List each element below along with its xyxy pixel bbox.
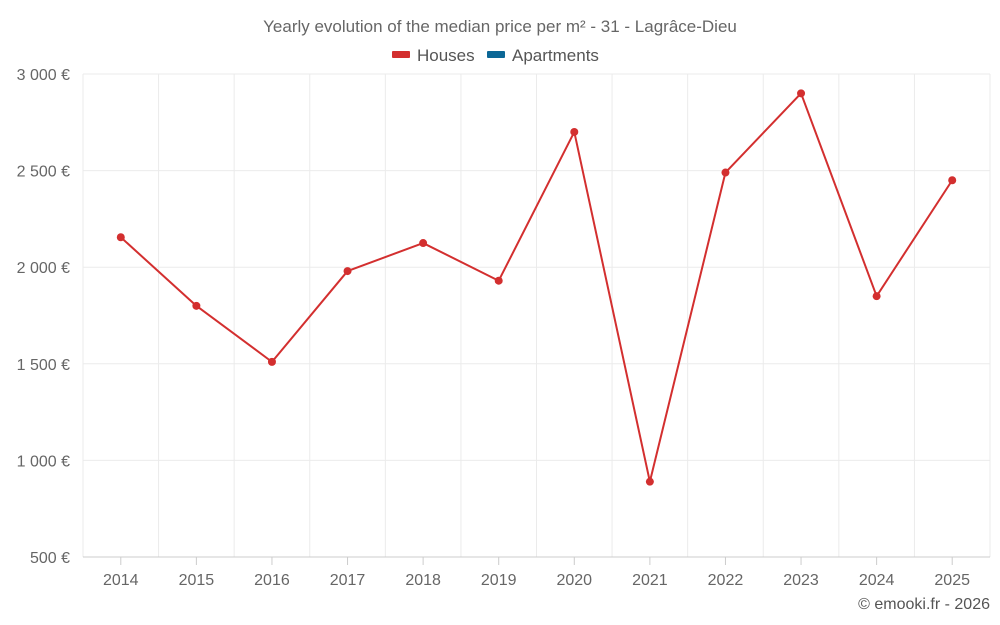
- data-point-houses[interactable]: [721, 168, 730, 177]
- legend-label-apartments: Apartments: [512, 46, 599, 65]
- series-line-houses: [120, 92, 954, 483]
- x-tick-label: 2015: [179, 572, 215, 589]
- x-tick-label: 2019: [481, 572, 517, 589]
- data-point-houses[interactable]: [192, 301, 201, 310]
- legend-swatch-houses: [392, 51, 410, 58]
- x-tick-label: 2018: [405, 572, 441, 589]
- y-tick-label: 2 000 €: [17, 260, 70, 277]
- chart-title: Yearly evolution of the median price per…: [263, 17, 737, 36]
- data-point-houses[interactable]: [419, 239, 428, 248]
- data-point-houses[interactable]: [872, 292, 881, 301]
- plot-area: [116, 89, 957, 486]
- x-tick-label: 2014: [103, 572, 139, 589]
- data-point-houses[interactable]: [116, 233, 125, 242]
- x-axis: 2014 2015 2016 2017 2018 2019 2020 2021 2022 2023…: [83, 556, 990, 589]
- legend-item-houses[interactable]: Houses: [392, 46, 475, 65]
- y-tick-label: 1 000 €: [17, 453, 70, 470]
- x-tick-label: 2017: [330, 572, 366, 589]
- credit: © emooki.fr - 2026: [858, 596, 990, 613]
- legend: Houses Apartments: [392, 46, 599, 65]
- x-tick-label: 2024: [859, 572, 895, 589]
- y-tick-label: 3 000 €: [17, 67, 70, 84]
- y-axis: 500 € 1 000 € 1 500 € 2 000 € 2 500 € 3 000 €: [17, 67, 70, 567]
- legend-swatch-apartments: [487, 51, 505, 58]
- x-tick-label: 2021: [632, 572, 668, 589]
- legend-item-apartments[interactable]: Apartments: [487, 46, 599, 65]
- x-tick-label: 2023: [783, 572, 819, 589]
- x-tick-label: 2020: [556, 572, 592, 589]
- data-point-houses[interactable]: [645, 477, 654, 486]
- data-point-houses[interactable]: [267, 357, 276, 366]
- y-tick-label: 2 500 €: [17, 164, 70, 181]
- data-point-houses[interactable]: [948, 176, 957, 185]
- grid: [82, 73, 991, 557]
- legend-label-houses: Houses: [417, 46, 475, 65]
- data-point-houses[interactable]: [797, 89, 806, 98]
- data-point-houses[interactable]: [343, 267, 352, 276]
- data-point-houses[interactable]: [494, 276, 503, 285]
- y-tick-label: 500 €: [30, 550, 70, 567]
- x-tick-label: 2025: [934, 572, 970, 589]
- data-point-houses[interactable]: [570, 127, 579, 136]
- x-tick-label: 2022: [708, 572, 744, 589]
- x-tick-label: 2016: [254, 572, 290, 589]
- y-tick-label: 1 500 €: [17, 357, 70, 374]
